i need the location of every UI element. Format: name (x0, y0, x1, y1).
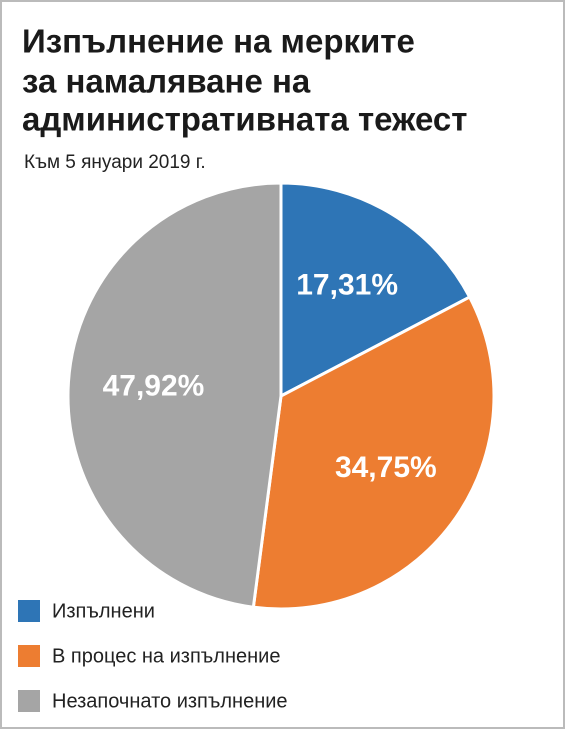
data-label: 34,75% (335, 451, 437, 484)
subtitle: Към 5 януари 2019 г. (24, 152, 206, 173)
data-label: 17,31% (296, 269, 398, 302)
legend-label: В процес на изпълнение (52, 645, 280, 667)
legend-label: Изпълнени (52, 600, 155, 622)
legend-label: Незапочнато изпълнение (52, 690, 288, 712)
legend-swatch (18, 690, 40, 712)
pie-slice (251, 295, 496, 611)
data-label: 47,92% (103, 370, 205, 403)
legend-swatch (18, 600, 40, 622)
chart-title-line: административната тежест (22, 101, 467, 138)
legend-swatch (18, 645, 40, 667)
pie-slice (279, 181, 472, 399)
chart-title-line: Изпълнение на мерките (22, 23, 415, 60)
pie-slice (66, 181, 283, 609)
chart-title-line: за намаляване на (22, 63, 311, 100)
